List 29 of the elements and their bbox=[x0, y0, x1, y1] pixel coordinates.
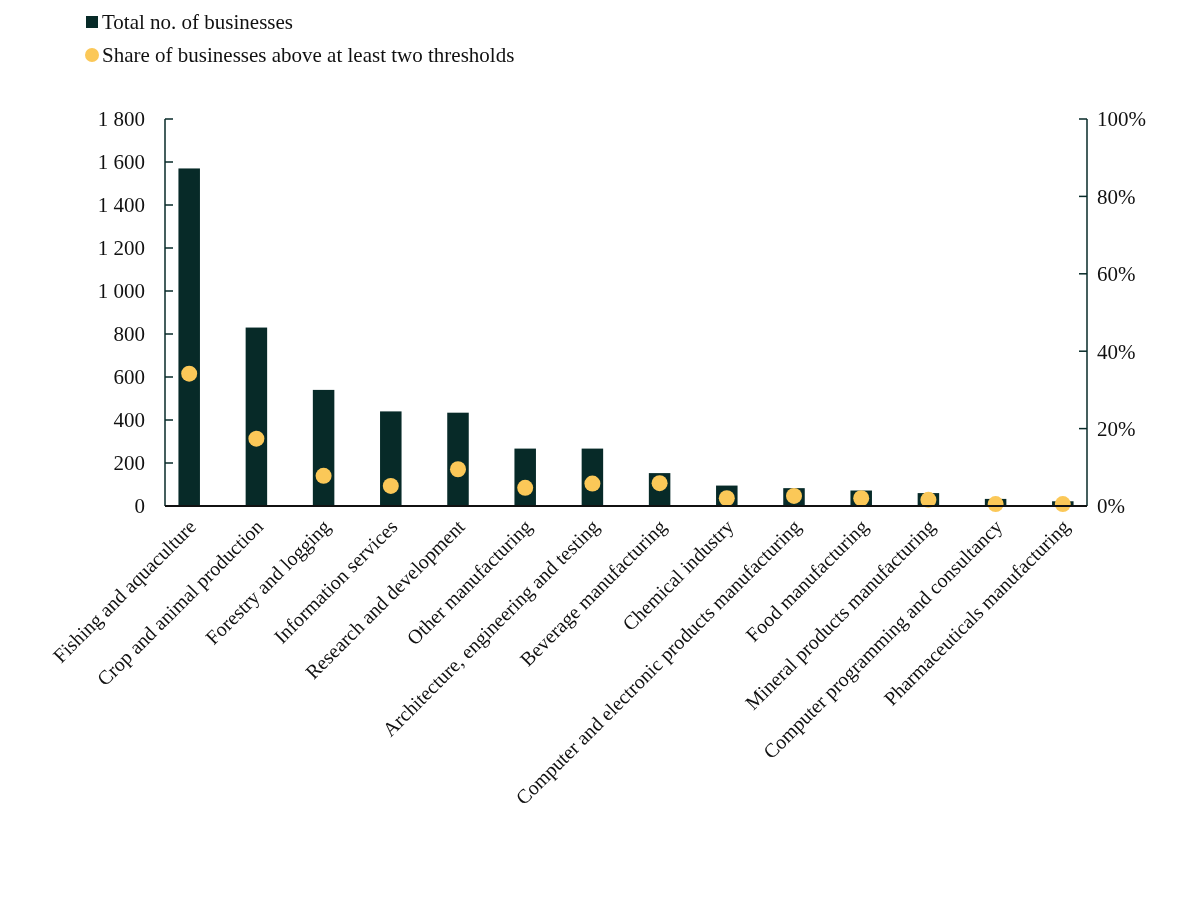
y-tick-label: 0 bbox=[134, 494, 145, 519]
y-tick-label: 400 bbox=[113, 408, 145, 433]
point bbox=[382, 477, 399, 494]
y-tick-label: 1 800 bbox=[97, 107, 145, 132]
point bbox=[181, 365, 198, 382]
bar bbox=[312, 389, 335, 506]
point bbox=[450, 461, 466, 478]
legend-label: Share of businesses above at least two thresholds bbox=[102, 43, 515, 68]
y-tick-label: 1 000 bbox=[97, 279, 145, 304]
y2-tick-label: 40% bbox=[1097, 339, 1136, 364]
point bbox=[248, 430, 265, 447]
point bbox=[517, 479, 534, 496]
bar bbox=[178, 168, 200, 506]
y2-tick-label: 60% bbox=[1097, 262, 1136, 287]
y-tick-label: 1 200 bbox=[97, 236, 145, 261]
y-tick-label: 1 400 bbox=[97, 193, 145, 218]
y2-tick-label: 80% bbox=[1097, 184, 1136, 209]
y-tick-label: 200 bbox=[113, 451, 145, 476]
point bbox=[315, 467, 332, 484]
y-tick-label: 1 600 bbox=[97, 150, 145, 175]
y2-tick-label: 0% bbox=[1097, 494, 1125, 519]
bar bbox=[380, 411, 402, 506]
y2-tick-label: 20% bbox=[1097, 416, 1136, 441]
y-tick-label: 800 bbox=[113, 322, 145, 347]
y2-tick-label: 100% bbox=[1097, 107, 1146, 132]
legend-label: Total no. of businesses bbox=[102, 10, 294, 35]
bar bbox=[245, 327, 268, 506]
y-tick-label: 600 bbox=[113, 365, 145, 390]
bar bbox=[447, 412, 469, 506]
